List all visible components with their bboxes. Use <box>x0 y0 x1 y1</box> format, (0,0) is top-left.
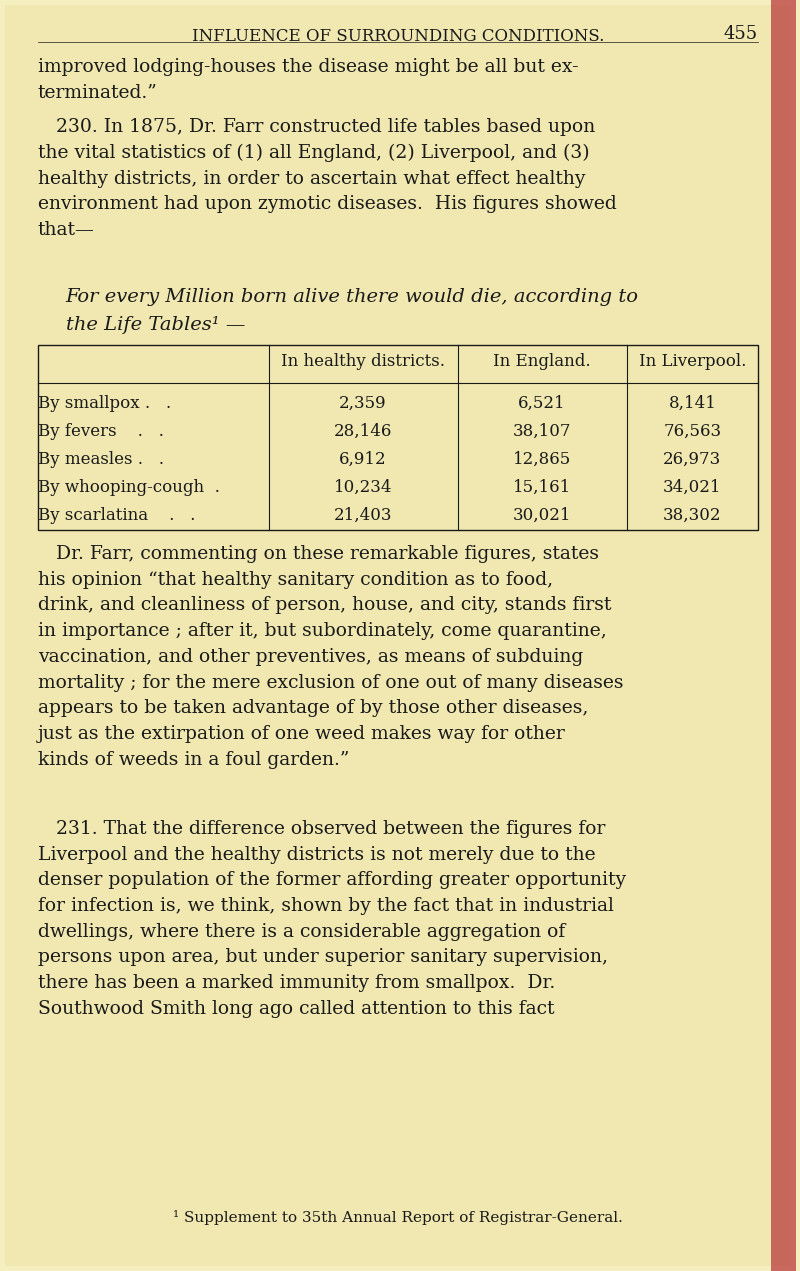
Text: 12,865: 12,865 <box>513 451 571 468</box>
Text: 455: 455 <box>724 25 758 43</box>
Text: In Liverpool.: In Liverpool. <box>638 353 746 370</box>
Text: the Life Tables¹ —: the Life Tables¹ — <box>66 316 245 334</box>
Text: ¹ Supplement to 35th Annual Report of Registrar-General.: ¹ Supplement to 35th Annual Report of Re… <box>173 1210 623 1225</box>
Text: 30,021: 30,021 <box>513 507 571 524</box>
Bar <box>38 344 758 530</box>
Text: 2,359: 2,359 <box>339 395 387 412</box>
Text: 26,973: 26,973 <box>663 451 722 468</box>
Text: 28,146: 28,146 <box>334 423 392 440</box>
Text: 6,912: 6,912 <box>339 451 387 468</box>
Text: For every Million born alive there would die, according to: For every Million born alive there would… <box>66 289 638 306</box>
Text: By measles .   .: By measles . . <box>38 451 164 468</box>
Bar <box>771 0 796 1271</box>
Text: 10,234: 10,234 <box>334 479 392 496</box>
Text: 231. That the difference observed between the figures for
Liverpool and the heal: 231. That the difference observed betwee… <box>38 820 626 1018</box>
Text: 76,563: 76,563 <box>663 423 722 440</box>
Text: 8,141: 8,141 <box>669 395 716 412</box>
Text: By whooping-cough  .: By whooping-cough . <box>38 479 220 496</box>
Text: In England.: In England. <box>494 353 591 370</box>
Text: 38,107: 38,107 <box>513 423 571 440</box>
Text: 21,403: 21,403 <box>334 507 392 524</box>
Text: 34,021: 34,021 <box>663 479 722 496</box>
Text: By smallpox .   .: By smallpox . . <box>38 395 171 412</box>
Text: INFLUENCE OF SURROUNDING CONDITIONS.: INFLUENCE OF SURROUNDING CONDITIONS. <box>192 28 604 44</box>
Text: By scarlatina    .   .: By scarlatina . . <box>38 507 195 524</box>
Text: Dr. Farr, commenting on these remarkable figures, states
his opinion “that healt: Dr. Farr, commenting on these remarkable… <box>38 545 623 769</box>
Text: 230. In 1875, Dr. Farr constructed life tables based upon
the vital statistics o: 230. In 1875, Dr. Farr constructed life … <box>38 118 617 239</box>
Text: By fevers    .   .: By fevers . . <box>38 423 164 440</box>
Text: improved lodging-houses the disease might be all but ex-
terminated.”: improved lodging-houses the disease migh… <box>38 58 578 102</box>
Text: In healthy districts.: In healthy districts. <box>281 353 445 370</box>
Text: 38,302: 38,302 <box>663 507 722 524</box>
Text: 15,161: 15,161 <box>513 479 571 496</box>
Text: 6,521: 6,521 <box>518 395 566 412</box>
